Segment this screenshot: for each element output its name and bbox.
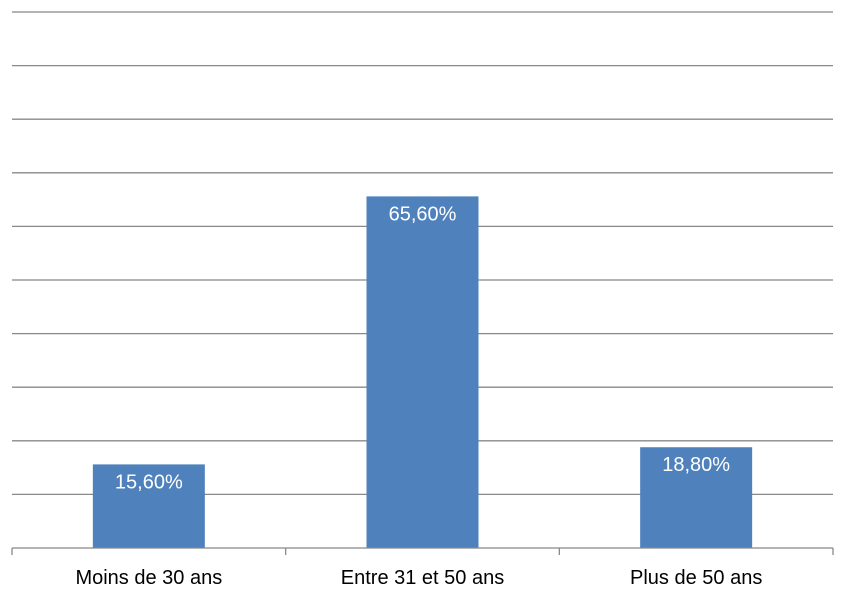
data-label-0: 15,60% (115, 471, 183, 493)
bar-1 (366, 196, 479, 548)
data-label-1: 65,60% (389, 203, 457, 225)
x-axis (11, 547, 834, 555)
data-label-2: 18,80% (662, 454, 730, 476)
bars (92, 196, 753, 548)
bar-2 (640, 447, 753, 548)
category-label-2: Plus de 50 ans (630, 567, 762, 589)
category-label-0: Moins de 30 ans (75, 567, 222, 589)
bar-0 (92, 464, 205, 548)
data-labels: 15,60% 65,60% 18,80% (115, 203, 730, 493)
category-label-1: Entre 31 et 50 ans (341, 567, 504, 589)
category-labels: Moins de 30 ans Entre 31 et 50 ans Plus de… (75, 567, 762, 589)
